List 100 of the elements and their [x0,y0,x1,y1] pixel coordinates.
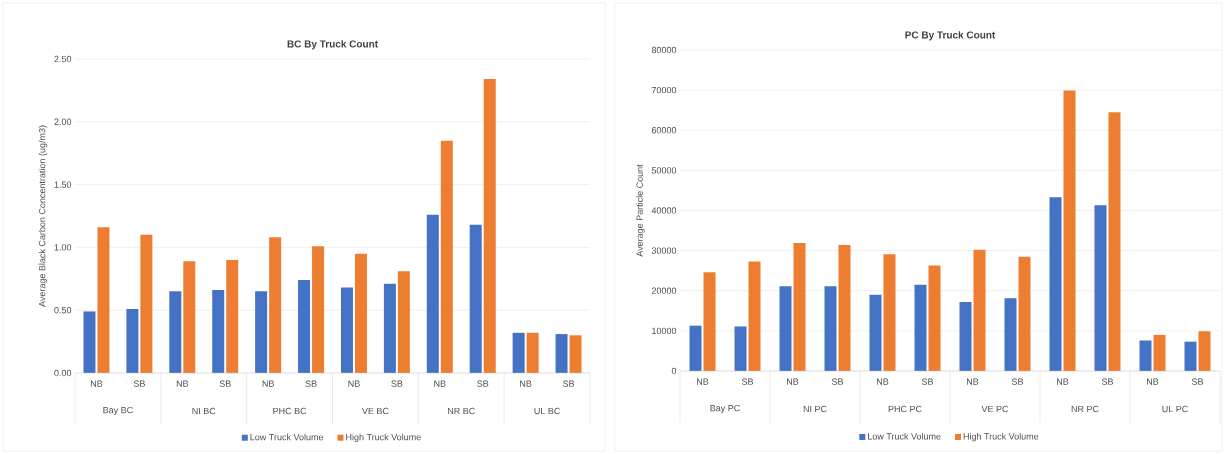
bar [269,237,282,373]
bar [1198,331,1211,371]
x-tick-label: SB [391,380,403,387]
y-tick-label: 60000 [651,127,677,134]
text: UL PC [1162,405,1188,413]
bar [748,261,761,371]
x-tick-label: SB [1011,378,1024,385]
text: PHC PC [888,405,922,413]
x-tick-label: NB [1146,378,1159,385]
y-tick-label: 1.00 [54,244,72,251]
bar [1018,256,1031,371]
y-tick-label: 20000 [651,287,677,294]
bar [734,326,747,371]
bar [1153,334,1166,371]
x-tick-label: SB [562,380,575,387]
bar [440,140,453,373]
y-tick-label: 70000 [651,86,677,94]
y-axis-title: Average Black Carbon Concentration (ug/m3) [38,125,48,307]
bar [779,286,792,371]
bar [973,249,986,371]
bar [83,311,96,373]
legend-label: High Truck Volume [346,433,421,443]
x-tick-label: NB [696,378,709,385]
bar [312,246,325,373]
x-tick-label: NB [348,380,360,387]
x-tick-label: NB [876,378,889,385]
bar [169,291,182,373]
y-tick-label: 0 [671,367,677,375]
y-tick-label: 80000 [651,46,677,54]
bar [226,259,239,373]
bar [1139,340,1152,371]
bar [1184,341,1197,371]
x-tick-label: SB [1191,378,1204,385]
bar [1108,112,1121,371]
x-tick-label: NB [786,378,799,385]
x-tick-label: SB [831,378,844,385]
bar [555,334,568,373]
bar [569,335,582,373]
bar [914,284,927,371]
bar [354,253,367,373]
text: Bay BC [103,406,133,416]
bar [1063,90,1076,371]
y-tick-label: 50000 [651,167,677,174]
bar [1094,205,1107,371]
y-tick-label: 40000 [651,207,677,214]
chart-title: PC By Truck Count [905,31,996,41]
text: NI BC [192,407,216,415]
x-tick-label: SB [477,380,489,387]
x-tick-label: NB [520,380,532,387]
y-tick-label: 1.50 [54,181,72,188]
text: Bay PC [710,404,740,414]
text: NR PC [1071,405,1099,413]
bar [383,283,396,373]
text: PHC BC [273,407,307,415]
bar [97,227,110,373]
text: UL BC [534,407,560,415]
bar [469,224,482,373]
bar [126,308,139,373]
bar [703,272,716,371]
bar [928,265,941,371]
x-tick-label: NB [966,378,979,385]
text: NI PC [803,405,827,413]
bar [512,332,525,373]
text: VE PC [981,405,1009,413]
bar [183,261,196,373]
x-tick-label: SB [219,380,231,387]
bar [689,325,702,371]
bar [340,287,353,373]
y-tick-label: 0.00 [54,369,72,377]
chart-title: BC By Truck Count [287,40,378,50]
bar [483,79,496,373]
x-tick-label: SB [921,378,934,385]
y-tick-label: 10000 [652,327,677,335]
text: VE BC [361,407,389,415]
bar [426,214,439,373]
x-tick-label: SB [741,378,754,385]
bar [397,271,410,373]
bar [793,242,806,371]
bar [869,294,882,371]
bar [824,286,837,371]
text: NR BC [448,407,475,415]
x-tick-label: SB [1101,378,1114,385]
x-tick-label: SB [133,380,145,387]
x-tick-label: NB [176,380,189,387]
y-axis-title: Average Particle Count [636,164,645,257]
y-tick-label: 0.50 [54,307,72,314]
x-tick-label: SB [305,380,317,387]
legend-label: Low Truck Volume [250,433,324,441]
bar [140,234,153,373]
x-tick-label: NB [1056,378,1069,385]
x-tick-label: NB [90,380,103,387]
y-tick-label: 2.50 [54,55,72,63]
x-tick-label: NB [262,380,274,387]
legend-label: Low Truck Volume [868,432,941,440]
y-tick-label: 2.00 [54,118,72,125]
bar [526,332,539,373]
bar [1004,298,1017,371]
legend-label: High Truck Volume [963,432,1039,442]
bar [255,291,268,373]
bar [883,254,896,371]
